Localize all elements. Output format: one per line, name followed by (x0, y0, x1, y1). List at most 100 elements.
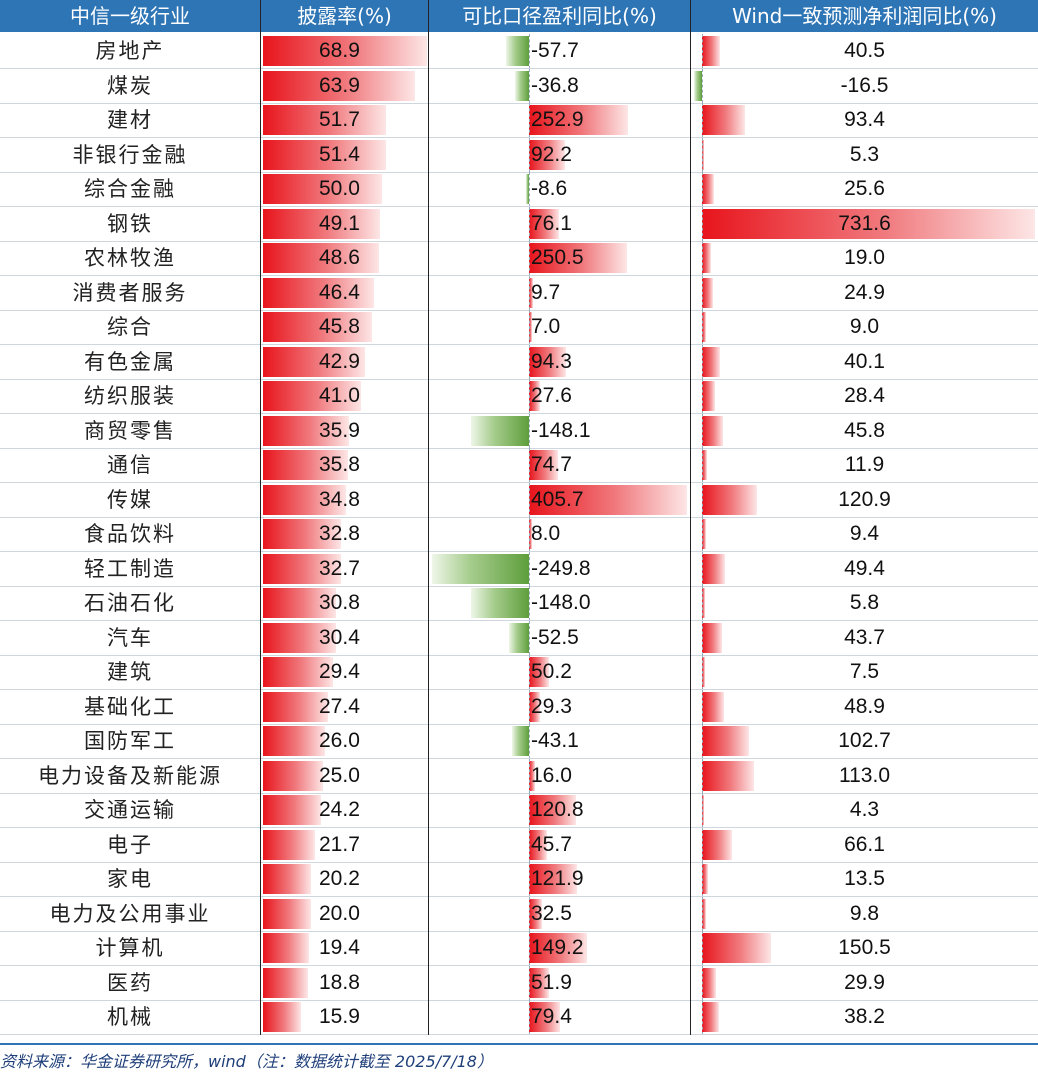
comparable-yoy-value: -148.0 (531, 591, 591, 614)
comparable-yoy-axis (529, 931, 530, 966)
comparable-yoy-cell: 121.9 (429, 862, 691, 897)
comparable-yoy-axis (529, 1000, 530, 1035)
wind-yoy-value: 29.9 (844, 970, 885, 994)
row-divider (0, 585, 1038, 587)
header-industry: 中信一级行业 (70, 4, 190, 28)
disclosure-rate-value: 42.9 (319, 349, 360, 373)
disclosure-rate-value: 27.4 (319, 694, 360, 718)
disclosure-rate-value: 49.1 (319, 211, 360, 235)
comparable-yoy-cell: 51.9 (429, 965, 691, 1000)
disclosure-rate-bar (263, 760, 323, 791)
disclosure-rate-bar (263, 36, 428, 66)
wind-yoy-value: 5.3 (849, 142, 880, 166)
wind-yoy-bar (702, 933, 771, 963)
table-row: 煤炭 63.9 -36.8 -16.5 (0, 68, 1038, 103)
row-divider (0, 620, 1038, 621)
row-divider (0, 896, 1038, 897)
wind-yoy-axis (702, 517, 703, 552)
row-divider (0, 689, 1038, 690)
column-divider (690, 0, 691, 1035)
header-disclosure-rate: 披露率(%) (297, 4, 392, 28)
disclosure-rate-value: 32.7 (319, 556, 360, 580)
disclosure-rate-bar (263, 967, 308, 998)
disclosure-rate-cell: 27.4 (261, 690, 429, 725)
comparable-yoy-bar (529, 519, 533, 549)
comparable-yoy-axis (529, 551, 530, 586)
row-divider (0, 930, 1038, 932)
industry-cell: 汽车 (107, 625, 153, 650)
table-row: 计算机 19.4 149.2 150.5 (0, 931, 1038, 966)
disclosure-rate-cell: 29.4 (261, 655, 429, 690)
wind-yoy-value: 19.0 (844, 246, 885, 269)
disclosure-rate-value: 25.0 (319, 763, 360, 787)
disclosure-rate-cell: 50.0 (261, 172, 429, 207)
wind-yoy-cell: 9.8 (691, 896, 1038, 931)
wind-yoy-cell: 19.0 (691, 241, 1038, 276)
wind-yoy-bar (702, 1002, 720, 1032)
disclosure-rate-value: 21.7 (319, 832, 360, 856)
disclosure-rate-bar (263, 691, 329, 722)
wind-yoy-bar (702, 450, 708, 480)
wind-yoy-value: 66.1 (844, 832, 885, 856)
table-row: 传媒 34.8 405.7 120.9 (0, 482, 1038, 517)
header-wind-yoy: Wind一致预测净利润同比(%) (732, 4, 997, 28)
comparable-yoy-bar (529, 691, 541, 722)
disclosure-rate-cell: 19.4 (261, 931, 429, 966)
industry-cell: 纺织服装 (84, 384, 176, 408)
disclosure-rate-bar (263, 381, 361, 411)
comparable-yoy-value: 74.7 (531, 453, 572, 476)
table-row: 电力设备及新能源 25.0 16.0 113.0 (0, 758, 1038, 794)
disclosure-rate-value: 20.2 (319, 867, 360, 890)
wind-yoy-cell: 24.9 (691, 275, 1038, 310)
comparable-yoy-cell: 29.3 (429, 689, 691, 724)
wind-yoy-cell: 7.5 (691, 655, 1038, 690)
table-row: 电子 21.7 45.7 66.1 (0, 827, 1038, 863)
wind-yoy-axis (702, 241, 703, 276)
industry-cell: 通信 (107, 453, 153, 477)
disclosure-rate-bar (263, 795, 321, 825)
comparable-yoy-value: 51.9 (531, 970, 572, 994)
comparable-yoy-value: 252.9 (531, 108, 584, 131)
column-divider (428, 0, 429, 1035)
comparable-yoy-cell: -57.7 (429, 34, 691, 69)
table-row: 商贸零售 35.9 -148.1 45.8 (0, 413, 1038, 448)
table-row: 通信 35.8 74.7 11.9 (0, 448, 1038, 483)
comparable-yoy-cell: 32.5 (429, 896, 691, 931)
row-divider (0, 827, 1038, 828)
industry-cell: 食品饮料 (84, 522, 176, 546)
comparable-yoy-cell: -36.8 (429, 68, 691, 103)
disclosure-rate-bar (263, 829, 315, 860)
disclosure-rate-bar (263, 243, 379, 273)
comparable-yoy-bar (529, 277, 533, 308)
wind-yoy-cell: 102.7 (691, 724, 1038, 759)
wind-yoy-cell: 29.9 (691, 965, 1038, 1000)
row-divider (0, 1034, 1038, 1035)
wind-yoy-cell: 43.7 (691, 620, 1038, 655)
comparable-yoy-bar (529, 139, 565, 170)
wind-yoy-value: 4.3 (849, 798, 880, 821)
comparable-yoy-value: -148.1 (531, 418, 591, 442)
comparable-yoy-cell: 27.6 (429, 379, 691, 414)
wind-yoy-bar (702, 519, 707, 549)
comparable-yoy-cell: -52.5 (429, 620, 691, 655)
row-divider (0, 171, 1038, 173)
disclosure-rate-bar (263, 415, 349, 446)
disclosure-rate-value: 46.4 (319, 280, 360, 304)
comparable-yoy-bar (529, 484, 688, 515)
wind-yoy-value: -16.5 (840, 73, 889, 97)
disclosure-rate-cell: 49.1 (261, 207, 429, 242)
comparable-yoy-axis (529, 586, 530, 621)
disclosure-rate-value: 34.8 (319, 487, 360, 511)
industry-cell: 交通运输 (84, 798, 176, 822)
wind-yoy-bar (702, 553, 725, 584)
disclosure-rate-cell: 21.7 (261, 828, 429, 863)
wind-yoy-axis (702, 758, 703, 793)
disclosure-rate-cell: 25.0 (261, 759, 429, 794)
comparable-yoy-value: 94.3 (531, 349, 572, 373)
disclosure-rate-cell: 18.8 (261, 966, 429, 1001)
table-header: 中信一级行业 披露率(%) 可比口径盈利同比(%) Wind一致预测净利润同比(… (0, 0, 1038, 32)
comparable-yoy-cell: -249.8 (429, 551, 691, 586)
comparable-yoy-cell: 16.0 (429, 758, 691, 793)
disclosure-rate-bar (263, 519, 342, 549)
wind-yoy-axis (702, 689, 703, 724)
